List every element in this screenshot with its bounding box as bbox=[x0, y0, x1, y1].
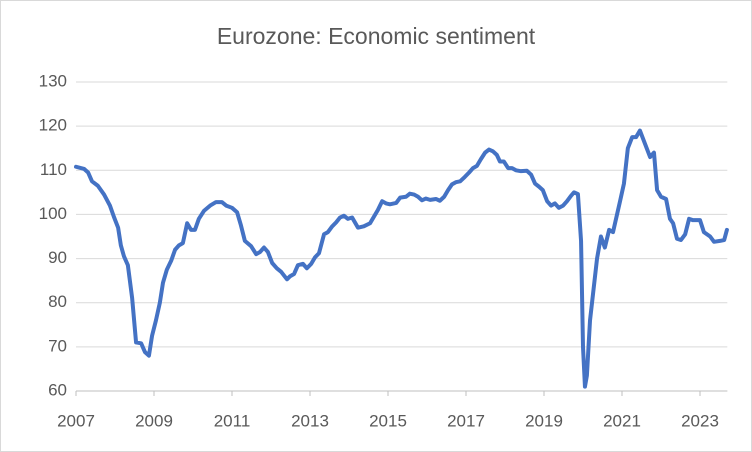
x-tick-label: 2021 bbox=[603, 411, 641, 430]
x-tick-label: 2009 bbox=[135, 411, 173, 430]
y-tick-label: 110 bbox=[40, 160, 67, 179]
y-tick-label: 120 bbox=[39, 116, 67, 135]
y-tick-label: 100 bbox=[39, 204, 67, 223]
x-tick-label: 2019 bbox=[525, 411, 563, 430]
x-tick-label: 2013 bbox=[291, 411, 329, 430]
y-tick-label: 60 bbox=[48, 380, 67, 399]
y-tick-label: 130 bbox=[39, 71, 67, 90]
x-tick-label: 2017 bbox=[447, 411, 485, 430]
y-tick-label: 90 bbox=[48, 248, 67, 267]
y-tick-label: 70 bbox=[48, 336, 67, 355]
x-tick-label: 2011 bbox=[214, 411, 251, 430]
chart-title: Eurozone: Economic sentiment bbox=[217, 23, 536, 49]
x-tick-label: 2023 bbox=[681, 411, 719, 430]
data-line bbox=[74, 128, 729, 389]
x-tick-label: 2015 bbox=[369, 411, 407, 430]
y-tick-label: 80 bbox=[48, 292, 67, 311]
x-tick-label: 2007 bbox=[57, 411, 95, 430]
